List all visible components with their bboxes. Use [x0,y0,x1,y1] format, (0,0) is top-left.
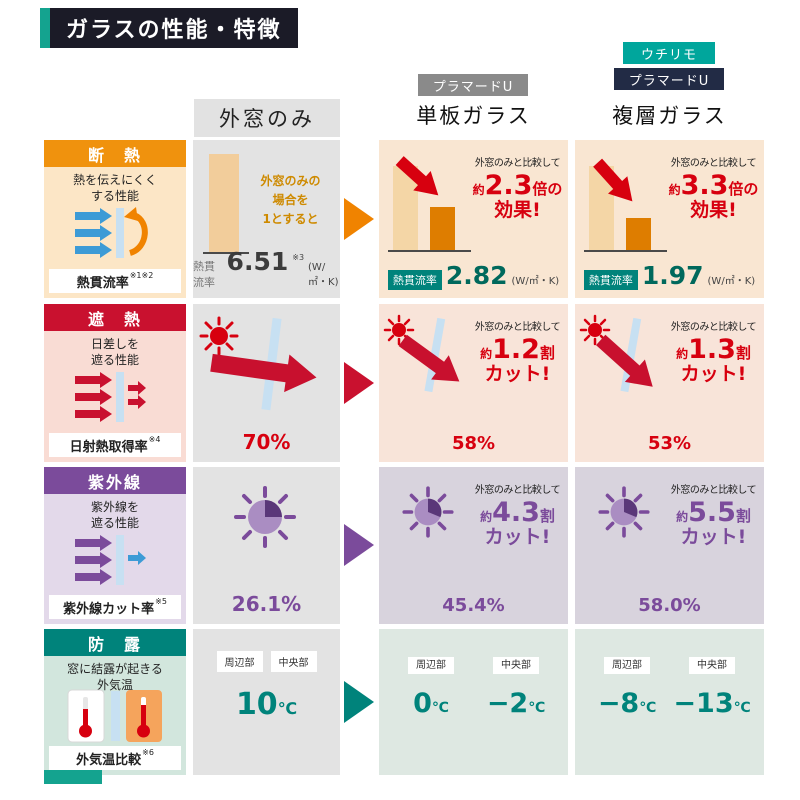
column-header-double-glass: 複層ガラス [612,104,727,128]
dew-temp-outer: 10℃ [235,687,298,722]
uchirimo-badge: ウチリモ [623,42,715,64]
uv-category-header: 紫外線 [44,467,186,494]
sun-arrow-small-icon-single [383,314,460,393]
outer-window-shade-cell: 70% [193,304,340,462]
next-section-accent [44,770,102,784]
shade-description: 日差しを 遮る性能 [90,337,139,368]
sun-arrow-large-icon [199,316,317,411]
shg-single-value: 58% [451,433,496,454]
uv-description: 紫外線を 遮る性能 [90,500,139,531]
page-title: ガラスの性能・特徴 [40,8,298,48]
uv-outer-value: 26.1% [231,592,302,616]
single-glass-dew-cell: 周辺部 0℃ 中央部 −2℃ [379,629,568,775]
u-value-double: 熱貫流率 1.97 (W/㎡・K) [575,261,764,290]
outer-window-dew-cell: 周辺部 中央部 10℃ [193,629,340,775]
shg-double-value: 53% [647,433,692,454]
insulation-comparison-chart-single [388,156,471,252]
uv-sun-large-icon [234,486,296,548]
plamado-u-badge-single: プラマードU [418,74,528,96]
uv-metric-label: 紫外線カット率 ※5 [49,595,181,619]
double-glass-dew-cell: 周辺部 −8℃ 中央部 −13℃ [575,629,764,775]
insulation-arrows-icon [44,200,186,266]
plamado-u-badge-double: プラマードU [614,68,724,90]
shade-arrows-icon [44,364,186,430]
arrow-shade-icon [344,362,374,404]
uv-sun-small-icon-double [598,486,650,538]
edge-zone-single: 周辺部 0℃ [389,653,473,719]
shade-category-cell: 遮 熱 日差しを 遮る性能 日射熱取得率 ※4 [44,304,186,462]
column-header-outer-window-only: 外窓のみ [194,99,340,137]
uv-sun-small-icon-single [402,486,454,538]
single-glass-insulation-cell: 外窓のみと比較して 約2.3倍の 効果! 熱貫流率 2.82 (W/㎡・K) [379,140,568,298]
edge-zone-label: 周辺部 [216,651,263,672]
single-glass-shade-cell: 外窓のみと比較して 約1.2割 カット! 58% [379,304,568,462]
shade-compare-double: 外窓のみと比較して 約1.3割 カット! [670,322,757,385]
edge-zone-double: 周辺部 −8℃ [585,653,669,719]
chart-baseline [203,252,249,254]
outer-window-insulation-cell: 外窓のみの 場合を 1とすると 熱貫流率 6.51 ※3 (W/㎡・K) [193,140,340,298]
shg-outer-value: 70% [242,430,291,454]
insulation-description: 熱を伝えにくく する性能 [73,173,157,204]
thermometer-icon [44,689,186,743]
insulation-category-header: 断 熱 [44,140,186,167]
uv-single-value: 45.4% [442,595,505,616]
shade-compare-single: 外窓のみと比較して 約1.2割 カット! [474,322,561,385]
sun-arrow-small-icon-double [579,314,653,393]
insulation-comparison-chart-double [584,158,667,252]
uv-compare-double: 外窓のみと比較して 約5.5割 カット! [670,485,757,548]
double-glass-insulation-cell: 外窓のみと比較して 約3.3倍の 効果! 熱貫流率 1.97 (W/㎡・K) [575,140,764,298]
u-value-outer: 熱貫流率 6.51 ※3 (W/㎡・K) [193,247,339,289]
arrow-insulation-icon [344,198,374,240]
center-zone-double: 中央部 −13℃ [670,653,754,719]
dew-category-cell: 防 露 窓に結露が起きる 外気温 外気温比較 ※6 [44,629,186,775]
double-glass-uv-cell: 外窓のみと比較して 約5.5割 カット! 58.0% [575,467,764,624]
insulation-compare-double: 外窓のみと比較して 約3.3倍の 効果! [668,158,759,221]
double-glass-shade-cell: 外窓のみと比較して 約1.3割 カット! 53% [575,304,764,462]
uv-compare-single: 外窓のみと比較して 約4.3割 カット! [474,485,561,548]
center-zone-label: 中央部 [270,651,317,672]
uv-double-value: 58.0% [638,595,701,616]
insulation-compare-single: 外窓のみと比較して 約2.3倍の 効果! [472,158,563,221]
column-header-single-glass: 単板ガラス [416,104,531,128]
arrow-dew-icon [344,681,374,723]
shade-metric-label: 日射熱取得率 ※4 [49,433,181,457]
single-glass-uv-cell: 外窓のみと比較して 約4.3割 カット! 45.4% [379,467,568,624]
arrow-uv-icon [344,524,374,566]
insulation-category-cell: 断 熱 熱を伝えにくく する性能 熱貫流率 ※1※2 [44,140,186,298]
shade-category-header: 遮 熱 [44,304,186,331]
insulation-metric-label: 熱貫流率 ※1※2 [49,269,181,293]
dew-description: 窓に結露が起きる 外気温 [67,662,163,693]
outer-window-uv-cell: 26.1% [193,467,340,624]
baseline-bar [209,154,239,252]
dew-category-header: 防 露 [44,629,186,656]
baseline-note: 外窓のみの 場合を 1とすると [260,174,321,227]
dew-metric-label: 外気温比較 ※6 [49,746,181,770]
center-zone-single: 中央部 −2℃ [474,653,558,719]
uv-category-cell: 紫外線 紫外線を 遮る性能 紫外線カット率 ※5 [44,467,186,624]
temp-zone-labels: 周辺部 中央部 [193,651,340,672]
u-value-single: 熱貫流率 2.82 (W/㎡・K) [379,261,568,290]
uv-arrows-icon [44,527,186,592]
